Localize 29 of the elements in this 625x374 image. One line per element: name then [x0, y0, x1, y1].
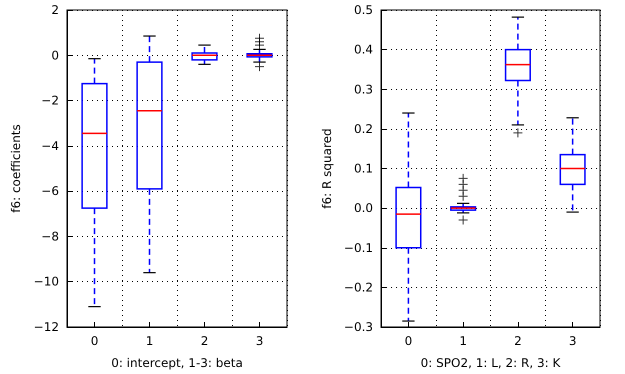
- y-tick-label: 0.5: [354, 3, 374, 17]
- x-axis-title: 0: intercept, 1-3: beta: [111, 356, 243, 370]
- x-tick-label: 0: [404, 334, 412, 348]
- x-tick-label: 2: [514, 334, 522, 348]
- y-tick-label: −0.3: [344, 320, 374, 334]
- x-tick-label: 3: [568, 334, 576, 348]
- y-axis-title: f6: R squared: [320, 128, 334, 209]
- y-tick-label: 0: [51, 48, 59, 62]
- x-axis-title: 0: SPO2, 1: L, 2: R, 3: K: [420, 356, 562, 370]
- y-tick-label: −12: [34, 320, 59, 334]
- x-tick-label: 1: [459, 334, 467, 348]
- y-tick-label: 0.4: [354, 42, 374, 57]
- y-axis-title: f6: coefficients: [9, 124, 23, 213]
- y-tick-label: 0.3: [354, 82, 374, 96]
- y-tick-label: 0.2: [354, 122, 374, 136]
- y-tick-label: −0.2: [344, 280, 374, 294]
- x-tick-label: 0: [90, 334, 98, 348]
- y-tick-label: −10: [34, 274, 59, 289]
- y-tick-label: 2: [51, 3, 59, 17]
- x-tick-label: 2: [200, 334, 208, 348]
- x-tick-label: 3: [256, 334, 264, 348]
- y-tick-label: −8: [41, 229, 59, 244]
- y-tick-label: −4: [41, 138, 59, 153]
- y-tick-label: −6: [41, 184, 59, 198]
- y-tick-label: 0.1: [354, 162, 374, 176]
- y-tick-label: −2: [41, 94, 59, 108]
- y-tick-label: 0.0: [354, 201, 374, 216]
- y-tick-label: −0.1: [344, 240, 374, 255]
- x-tick-label: 1: [146, 334, 154, 348]
